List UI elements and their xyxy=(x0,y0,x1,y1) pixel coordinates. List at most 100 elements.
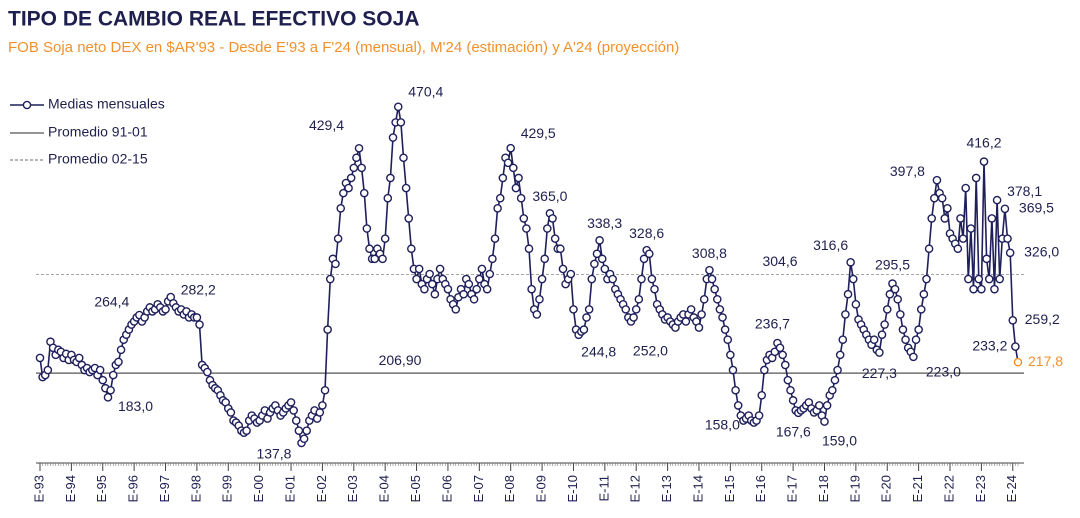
data-point xyxy=(909,352,918,362)
data-point xyxy=(294,426,304,435)
data-point xyxy=(532,310,542,319)
data-point xyxy=(621,305,631,314)
data-point xyxy=(543,224,552,233)
data-point xyxy=(833,365,842,375)
data-point xyxy=(828,385,837,395)
data-point xyxy=(644,249,654,259)
data-point xyxy=(524,244,534,254)
x-tick-label: E-01 xyxy=(282,475,297,502)
data-point xyxy=(519,214,529,223)
x-tick-label: E-12 xyxy=(628,475,643,502)
data-point xyxy=(401,183,411,193)
data-point xyxy=(527,284,536,294)
data-point xyxy=(919,289,929,299)
data-point xyxy=(357,163,366,173)
data-point xyxy=(114,357,123,367)
data-point xyxy=(318,401,327,410)
data-point xyxy=(98,375,108,385)
data-point xyxy=(869,335,879,345)
data-point xyxy=(498,173,508,183)
data-label: 227,3 xyxy=(862,365,897,381)
data-point xyxy=(407,244,416,254)
data-point xyxy=(956,214,965,223)
data-point xyxy=(927,214,937,223)
data-point xyxy=(396,118,406,127)
data-label: 326,0 xyxy=(1024,243,1059,259)
data-point xyxy=(299,434,309,444)
data-point xyxy=(35,353,45,363)
reference-label: 304,6 xyxy=(762,253,797,269)
data-point xyxy=(600,264,610,274)
data-point xyxy=(629,313,638,322)
data-label: 259,2 xyxy=(1025,311,1060,327)
data-point xyxy=(548,214,557,223)
data-point xyxy=(681,317,691,326)
data-point xyxy=(43,365,53,375)
data-point xyxy=(843,289,853,299)
data-label: 159,0 xyxy=(822,432,857,448)
data-label: 378,1 xyxy=(1007,183,1042,199)
data-point xyxy=(359,188,369,198)
data-label: 244,8 xyxy=(581,344,616,360)
data-point xyxy=(987,214,997,223)
data-point xyxy=(477,264,487,274)
x-tick-label: E-96 xyxy=(126,475,141,502)
data-point xyxy=(346,173,356,183)
x-tick-label: E-24 xyxy=(1004,475,1019,502)
data-point xyxy=(509,163,518,173)
data-point xyxy=(608,274,617,284)
legend-label: Promedio 91-01 xyxy=(48,124,148,140)
reference-label: 206,90 xyxy=(379,352,422,368)
x-tick-label: E-10 xyxy=(565,475,580,502)
data-point xyxy=(977,284,986,294)
data-point xyxy=(550,234,560,243)
data-point xyxy=(475,274,484,284)
data-point xyxy=(587,274,597,284)
x-tick-label: E-14 xyxy=(690,475,705,502)
data-point xyxy=(558,264,568,274)
data-label: 470,4 xyxy=(408,84,443,100)
data-point xyxy=(291,416,301,425)
data-point xyxy=(592,249,602,259)
data-point xyxy=(639,254,649,264)
data-point xyxy=(595,236,604,245)
data-label: 217,8 xyxy=(1028,353,1063,369)
data-point xyxy=(74,353,84,363)
data-point xyxy=(514,173,523,183)
data-point xyxy=(982,254,991,264)
data-point xyxy=(488,254,497,264)
data-point xyxy=(315,408,325,417)
data-point xyxy=(116,345,126,355)
data-point xyxy=(472,284,482,294)
data-point xyxy=(412,274,421,284)
data-point xyxy=(464,279,474,289)
data-point xyxy=(451,305,461,314)
data-point xyxy=(192,313,202,322)
data-point xyxy=(851,300,861,309)
x-tick-label: E-13 xyxy=(659,475,674,502)
data-label: 167,6 xyxy=(776,424,811,440)
data-point xyxy=(631,305,641,314)
x-tick-label: E-94 xyxy=(63,475,78,502)
data-label: 416,2 xyxy=(966,134,1001,150)
data-label: 429,5 xyxy=(521,125,556,141)
data-point xyxy=(728,365,738,375)
data-point xyxy=(882,305,892,314)
data-point xyxy=(242,426,251,435)
data-point xyxy=(485,269,495,279)
data-point xyxy=(953,244,963,254)
data-point xyxy=(637,274,646,284)
data-point xyxy=(590,259,599,269)
data-point xyxy=(1008,315,1018,325)
data-point xyxy=(731,385,740,395)
x-tick-label: E-95 xyxy=(94,475,109,502)
data-point xyxy=(365,244,374,254)
x-tick-label: E-19 xyxy=(847,475,862,502)
data-point xyxy=(720,325,730,334)
chart-title: TIPO DE CAMBIO REAL EFECTIVO SOJA xyxy=(8,8,420,31)
data-point xyxy=(969,284,978,294)
x-tick-label: E-93 xyxy=(31,475,46,502)
series-line xyxy=(39,106,1019,446)
data-point xyxy=(195,320,204,329)
data-label: 429,4 xyxy=(309,117,344,133)
